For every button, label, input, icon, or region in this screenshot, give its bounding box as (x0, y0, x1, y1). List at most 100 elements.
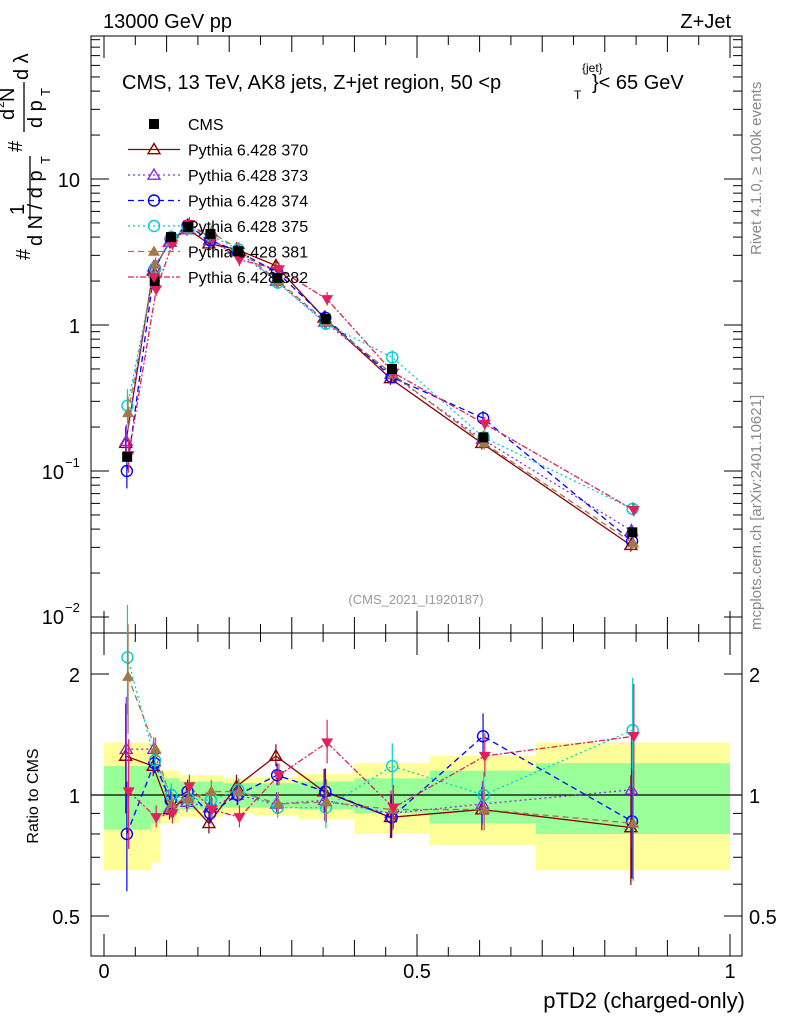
legend-marker (147, 194, 161, 207)
main-title: CMS, 13 TeV, AK8 jets, Z+jet region, 50 … (122, 61, 684, 102)
ratio-series-marker (476, 730, 490, 743)
ytick-label-10: 10 (58, 170, 80, 192)
ratio-series-line (126, 657, 633, 809)
ratio-series-marker (478, 751, 491, 763)
xtick-0: 0 (98, 961, 109, 983)
ylabel-dlambda: d λ (11, 53, 33, 80)
legend-label: CMS (188, 117, 224, 134)
data-point (320, 313, 331, 324)
main-series-marker (149, 258, 162, 269)
main-series-marker (321, 295, 334, 306)
ratio-ylabel: Ratio to CMS (25, 748, 42, 843)
mcplots-label: mcplots.cern.ch [arXiv:2401.10621] (748, 395, 765, 630)
ytick-exp-0.1: −1 (65, 455, 80, 470)
ratio-series-marker (182, 792, 195, 803)
ratio-band-stat (104, 766, 151, 830)
legend-marker (146, 142, 162, 155)
ratio-ytick-labels-left: 2 1 0.5 (52, 665, 80, 929)
main-series-marker (233, 255, 246, 266)
ratio-series-marker (166, 809, 179, 820)
main-y-ticks (91, 39, 742, 618)
ylabel-t-sub2: T (38, 88, 53, 96)
data-point (182, 221, 193, 232)
main-series-marker (386, 351, 399, 364)
analysis-label: (CMS_2021_I1920187) (348, 592, 483, 607)
ratio-series-marker (150, 813, 163, 824)
ratio-series-marker (272, 797, 285, 809)
rivet-label: Rivet 4.1.0, ≥ 100k events (748, 82, 765, 255)
ratio-ytick-0.5: 0.5 (52, 907, 80, 929)
ylabel-dn-dpt: d N / d p (25, 170, 47, 246)
ratio-ytick-0.5-right: 0.5 (749, 907, 777, 929)
ratio-series-marker (268, 748, 284, 761)
x-axis-label: pTD2 (charged-only) (543, 988, 745, 1013)
ratio-ytick-2: 2 (69, 665, 80, 687)
data-point (122, 451, 133, 462)
ratio-series-marker (122, 670, 135, 681)
main-series-marker (626, 502, 639, 516)
main-series-marker (120, 464, 134, 478)
data-point (232, 246, 243, 257)
x-ticks (103, 36, 731, 956)
legend-marker (146, 167, 162, 180)
main-series-line (127, 227, 634, 544)
data-point (478, 432, 489, 443)
main-series-marker (627, 537, 640, 548)
ratio-series-marker (122, 787, 135, 798)
data-point (386, 363, 397, 374)
ratio-series-marker (183, 782, 196, 793)
header-right: Z+Jet (680, 11, 731, 33)
main-series-marker (150, 285, 163, 296)
data-point (205, 229, 216, 240)
ratio-series-marker (272, 771, 285, 782)
ratio-ytick-labels-right: 2 1 0.5 (749, 665, 777, 929)
ratio-series-marker (386, 759, 399, 773)
xtick-labels: 0 0.5 1 (98, 961, 735, 983)
legend-marker (149, 119, 159, 129)
legend-label: Pythia 6.428 382 (188, 270, 308, 287)
ylabel-t-sub: T (38, 156, 53, 164)
legend-label: Pythia 6.428 375 (188, 219, 308, 236)
header-left: 13000 GeV pp (103, 11, 232, 33)
data-point (272, 272, 283, 283)
main-series-marker (272, 265, 285, 276)
ylabel-n: N (0, 88, 19, 102)
legend-label: Pythia 6.428 381 (188, 245, 308, 262)
ratio-series-marker (478, 803, 491, 814)
legend-marker (148, 245, 160, 256)
main-series-marker (627, 505, 640, 517)
ratio-series-marker (205, 785, 218, 796)
main-series-marker (478, 419, 491, 430)
ratio-series-marker (320, 796, 333, 807)
ratio-series-marker (201, 815, 217, 829)
title-sub: T (574, 88, 582, 102)
title-tail: }< 65 GeV (592, 72, 684, 94)
legend-label: Pythia 6.428 374 (188, 194, 308, 211)
ylabel-dpt2: d p (25, 100, 47, 128)
ylabel-exp2: 2 (0, 101, 7, 108)
data-point (165, 232, 176, 243)
ratio-series-marker (321, 738, 334, 749)
ratio-series-marker (270, 769, 284, 782)
ratio-band-stat (150, 770, 161, 824)
main-series (118, 217, 640, 552)
ratio-ytick-1: 1 (69, 786, 80, 808)
ratio-series-line (126, 748, 632, 815)
legend-label: Pythia 6.428 373 (188, 168, 308, 185)
title-sup: {jet} (582, 61, 603, 75)
legend-marker (147, 219, 161, 233)
ratio-series-marker (233, 813, 246, 824)
ratio-series-marker (149, 743, 162, 754)
ratio-series-marker (387, 803, 400, 814)
ratio-ticks (91, 673, 742, 917)
xtick-1: 1 (724, 961, 735, 983)
ytick-label-0.01: 10 (42, 607, 64, 629)
xtick-0.5: 0.5 (403, 961, 431, 983)
ratio-series-marker (120, 827, 134, 841)
ytick-label-0.1: 10 (42, 462, 64, 484)
main-ylabel: # 1 d N / d p T # d 2 N d p T d λ (0, 53, 53, 260)
main-ytick-labels: 10 1 10 −1 10 −2 (42, 170, 80, 629)
ratio-series-marker (205, 805, 218, 816)
main-series-marker (166, 239, 179, 250)
